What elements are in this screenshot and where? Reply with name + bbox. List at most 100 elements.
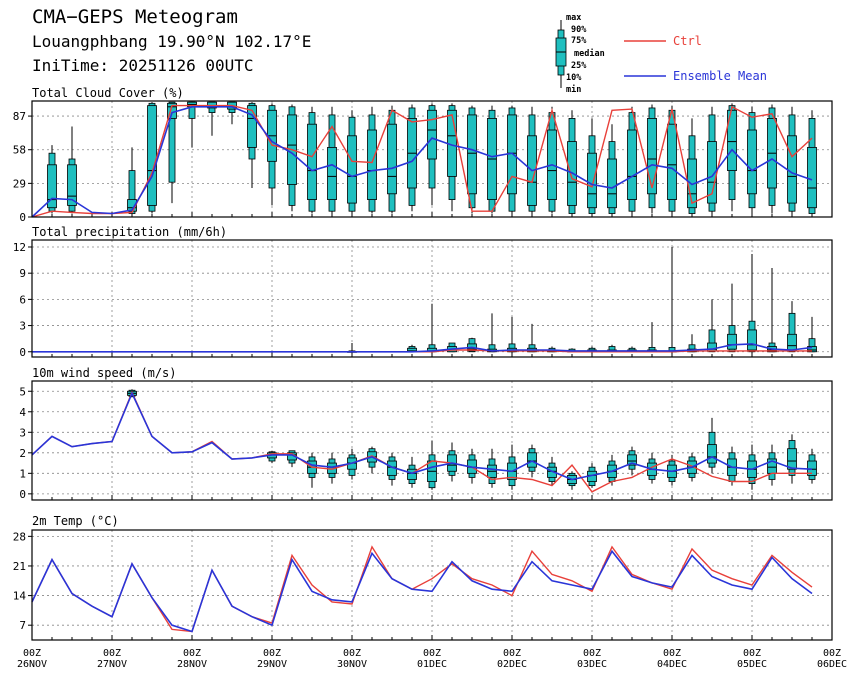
box-inner: [747, 329, 757, 351]
box-inner: [727, 333, 737, 350]
panel-3-box-whisker: [487, 448, 497, 488]
x-date-label: 30NOV: [337, 659, 367, 670]
panel-4-ytick-label: 21: [13, 560, 26, 573]
panel-4-ytick-label: 28: [13, 530, 26, 543]
box-outer: [128, 170, 136, 214]
panel-3-frame: [31, 380, 833, 501]
x-hour-label: 00Z: [183, 648, 201, 659]
init-time-label: IniTime: 20251126 00UTC: [32, 56, 254, 75]
legend-box-label: 90%: [571, 25, 587, 35]
x-hour-label: 00Z: [583, 648, 601, 659]
x-hour-label: 00Z: [823, 648, 841, 659]
panel-3-box-whisker: [387, 452, 397, 486]
panel-4-title: 2m Temp (°C): [32, 514, 119, 528]
panel-3-ytick-label: 3: [19, 426, 26, 439]
panel-1-ytick-label: 58: [13, 144, 26, 157]
panel-1-box-whisker: [387, 105, 397, 214]
panel-1-box-whisker: [607, 124, 617, 215]
panel-1-mean-line: [31, 106, 813, 218]
panel-1-box-whisker: [307, 106, 317, 214]
panel-3-title: 10m wind speed (m/s): [32, 366, 177, 380]
x-date-label: 06DEC: [817, 659, 847, 670]
panel-1-box-whisker: [167, 101, 177, 204]
x-date-label: 04DEC: [657, 659, 687, 670]
box-inner: [667, 123, 677, 200]
box-inner: [147, 105, 157, 206]
chart-title: CMA−GEPS Meteogram: [32, 6, 238, 28]
panel-1-box-whisker: [567, 110, 577, 215]
panel-3-ytick-label: 2: [19, 447, 26, 460]
panel-3-ytick-label: 5: [19, 385, 26, 398]
panel-1-box-whisker: [487, 105, 497, 214]
legend-box-label: 75%: [571, 36, 587, 46]
panel-1-box-whisker: [747, 106, 757, 214]
box-inner: [807, 346, 817, 353]
legend-box-label: max: [566, 13, 581, 23]
panel-3-box-whisker: [567, 471, 577, 490]
panel-1-frame: [31, 100, 833, 218]
x-date-label: 29NOV: [257, 659, 287, 670]
panel-2-ytick-label: 0: [19, 346, 26, 359]
box-outer: [708, 329, 716, 353]
panel-1-ytick-label: 87: [13, 110, 26, 123]
panel-1-box-whisker: [367, 106, 377, 214]
panel-3-box-whisker: [707, 417, 717, 474]
box-outer: [788, 312, 796, 353]
box-inner: [327, 146, 337, 200]
panel-2-box-whisker: [747, 253, 757, 353]
panel-1-box-whisker: [427, 103, 437, 206]
panel-2-ytick-label: 3: [19, 320, 26, 333]
panel-2-title: Total precipitation (mm/6h): [32, 225, 227, 239]
box-inner: [787, 333, 797, 351]
panel-2-mean-line: [32, 343, 813, 353]
panel-3-box-whisker: [267, 450, 277, 464]
box-outer: [168, 101, 176, 183]
x-date-label: 28NOV: [177, 659, 207, 670]
box-inner: [787, 448, 797, 470]
legend-box-label: 25%: [571, 61, 587, 71]
x-date-label: 02DEC: [497, 659, 527, 670]
panel-3-mean-line: [31, 391, 813, 481]
panel-1-box-whisker: [327, 106, 337, 215]
panel-2-box-whisker: [507, 316, 517, 353]
panel-2-box-whisker: [487, 313, 497, 353]
legend-box-label: min: [566, 84, 581, 95]
panel-1-box-whisker: [807, 110, 817, 215]
panel-1-box-whisker: [787, 106, 797, 215]
panel-1-box-whisker: [187, 101, 197, 148]
x-hour-label: 00Z: [743, 648, 761, 659]
panel-3-box-whisker: [627, 446, 637, 476]
box-inner: [347, 135, 357, 204]
panel-1-box-whisker: [247, 102, 257, 188]
panel-3-ytick-label: 1: [19, 467, 26, 480]
panel-1-box-whisker: [147, 102, 157, 214]
panel-1-box-whisker: [647, 104, 657, 214]
legend-box-label: 10%: [566, 73, 582, 83]
panel-4-ytick-label: 14: [13, 590, 27, 603]
panel-2-box-whisker: [527, 323, 537, 353]
panel-3-box-whisker: [807, 448, 817, 484]
panel-1-box-whisker: [127, 147, 137, 215]
panel-2-box-whisker: [787, 301, 797, 353]
panel-3-box-whisker: [507, 444, 517, 490]
panel-3-ytick-label: 4: [19, 406, 26, 419]
panel-3-box-whisker: [367, 446, 377, 474]
panel-1-box-whisker: [467, 105, 477, 214]
box-inner: [67, 164, 77, 206]
panel-2-ytick-label: 6: [19, 293, 26, 306]
panel-2-box-whisker: [647, 322, 657, 353]
x-hour-label: 00Z: [263, 648, 281, 659]
box-inner: [307, 123, 317, 200]
panel-1-box-whisker: [767, 104, 777, 214]
box-inner: [707, 444, 717, 464]
box-inner: [807, 146, 817, 209]
x-hour-label: 00Z: [503, 648, 521, 659]
box-inner: [747, 129, 757, 195]
box-inner: [587, 152, 597, 209]
panel-2-ytick-label: 12: [13, 241, 26, 254]
legend-box-label: median: [574, 48, 605, 59]
panel-4-mean-line: [31, 549, 813, 633]
x-hour-label: 00Z: [423, 648, 441, 659]
panel-1-box-whisker: [527, 106, 537, 215]
panel-1-box-whisker: [287, 104, 297, 212]
